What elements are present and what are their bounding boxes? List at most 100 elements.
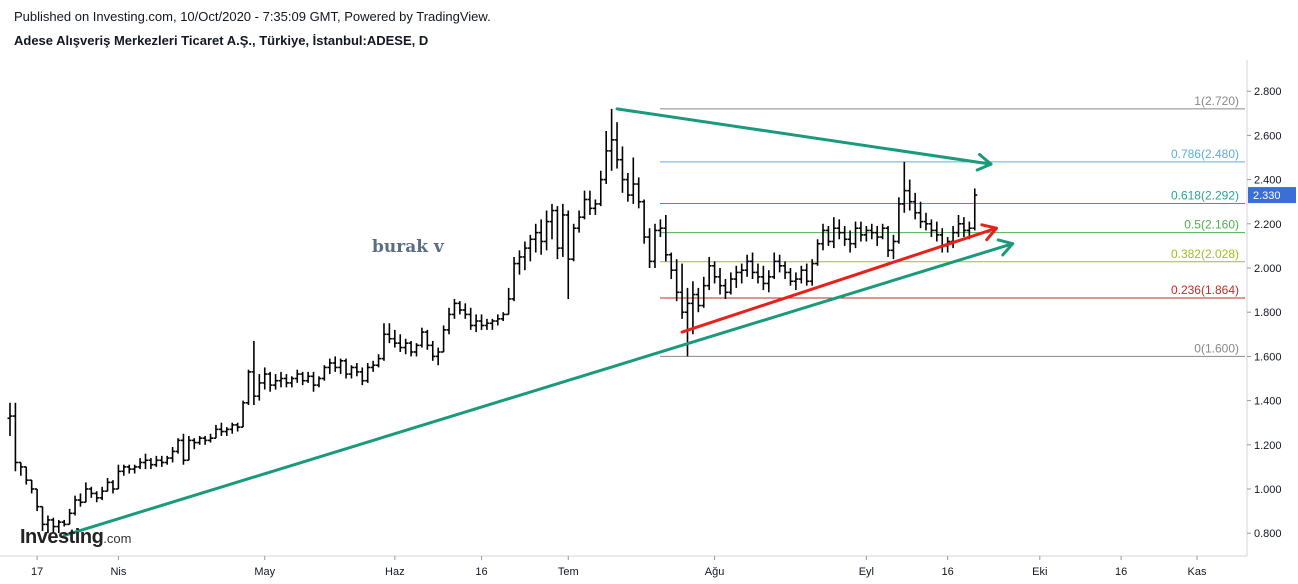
ohlc-bar xyxy=(7,402,13,436)
ohlc-bar xyxy=(771,252,777,280)
ohlc-bar xyxy=(782,261,788,280)
ohlc-bar xyxy=(961,217,967,238)
ohlc-bar xyxy=(549,203,555,240)
ohlc-bar xyxy=(722,279,728,299)
x-tick-label: 16 xyxy=(1115,566,1127,578)
ohlc-bar xyxy=(912,192,918,220)
ohlc-bar xyxy=(408,340,414,357)
ohlc-bar xyxy=(462,303,468,319)
ohlc-bar xyxy=(809,259,815,286)
x-tick-label: Kas xyxy=(1187,566,1206,578)
ohlc-bar xyxy=(522,241,528,271)
ohlc-bar xyxy=(804,263,810,286)
ohlc-bar xyxy=(554,206,560,260)
ohlc-bar xyxy=(386,323,392,344)
ohlc-bar xyxy=(170,447,176,463)
y-tick-label: 1.600 xyxy=(1254,351,1282,363)
ohlc-bar xyxy=(706,256,712,291)
ohlc-bar xyxy=(61,519,67,527)
trendline-arrowhead xyxy=(980,223,998,242)
x-tick-label: 16 xyxy=(942,566,954,578)
ohlc-bar xyxy=(50,517,56,534)
ohlc-bar xyxy=(294,369,300,383)
ohlc-bar xyxy=(939,228,945,253)
ohlc-bar xyxy=(901,161,907,213)
ohlc-bar xyxy=(153,455,159,467)
ohlc-bar xyxy=(619,146,625,193)
ohlc-bar xyxy=(245,369,251,406)
ohlc-bar xyxy=(858,221,864,242)
ohlc-bar xyxy=(23,466,29,485)
x-tick-label: Eyl xyxy=(859,566,874,578)
ohlc-bar xyxy=(614,122,620,169)
ohlc-bar xyxy=(511,256,517,302)
ohlc-bar xyxy=(34,488,40,512)
ohlc-bar xyxy=(40,505,46,531)
ohlc-bar xyxy=(657,219,663,238)
ohlc-bar xyxy=(451,298,457,319)
ohlc-bar xyxy=(766,270,772,293)
ohlc-bar xyxy=(527,234,533,262)
fib-label: 0.618(2.292) xyxy=(1171,188,1239,202)
ohlc-bar xyxy=(695,287,701,313)
last-price-badge xyxy=(1248,187,1296,204)
ohlc-bar xyxy=(825,226,831,246)
ohlc-bar xyxy=(712,261,718,284)
ohlc-bar xyxy=(793,272,799,291)
fib-label: 0.786(2.480) xyxy=(1171,147,1239,161)
ohlc-bar xyxy=(446,307,452,335)
ohlc-bar xyxy=(863,226,869,242)
investing-logo: Investing.com xyxy=(20,526,131,549)
ohlc-bar xyxy=(191,438,197,450)
x-tick-label: Ağu xyxy=(705,566,725,578)
trendline-long-support xyxy=(62,242,1015,537)
ohlc-bar xyxy=(365,363,371,383)
logo-suffix: .com xyxy=(103,531,132,546)
ohlc-bar xyxy=(435,347,441,366)
x-tick-label: May xyxy=(254,566,275,578)
ohlc-bar xyxy=(565,210,571,299)
ohlc-bar xyxy=(213,424,219,439)
chart-title: Adese Alışveriş Merkezleri Ticaret A.Ş.,… xyxy=(14,33,429,48)
ohlc-bar xyxy=(950,226,956,249)
ohlc-bar xyxy=(630,157,636,204)
trendline-arrowhead xyxy=(975,153,993,172)
ohlc-bar xyxy=(592,199,598,215)
ohlc-bar xyxy=(240,400,246,428)
y-tick-label: 1.000 xyxy=(1254,484,1282,496)
ohlc-bar xyxy=(359,367,365,386)
published-caption: Published on Investing.com, 10/Oct/2020 … xyxy=(14,9,491,24)
ohlc-bar xyxy=(890,234,896,260)
ohlc-bar xyxy=(647,228,653,268)
ohlc-bar xyxy=(576,210,582,233)
ohlc-bar xyxy=(636,177,642,209)
ohlc-bar xyxy=(533,223,539,253)
ohlc-bar xyxy=(652,223,658,268)
ohlc-bar xyxy=(441,325,447,353)
ohlc-bar xyxy=(202,435,208,445)
last-price-label: 2.330 xyxy=(1253,190,1281,202)
ohlc-bar xyxy=(831,217,837,249)
ohlc-bar xyxy=(72,495,78,516)
ohlc-bar xyxy=(381,323,387,361)
ohlc-bar xyxy=(744,254,750,277)
y-tick-label: 0.800 xyxy=(1254,528,1282,540)
ohlc-bar xyxy=(717,268,723,295)
ohlc-bar xyxy=(121,464,127,476)
ohlc-bar xyxy=(273,374,279,390)
ohlc-bar xyxy=(348,365,354,379)
ohlc-bar xyxy=(956,214,961,238)
fibonacci-levels: 1(2.720) 0.786(2.480) 0.618(2.292) 0.5(2.16… xyxy=(660,94,1245,357)
ohlc-bar xyxy=(896,197,902,244)
ohlc-bar xyxy=(77,493,83,507)
ohlc-bar xyxy=(83,482,89,504)
ohlc-bar xyxy=(598,170,604,207)
ohlc-bar xyxy=(392,329,398,348)
ohlc-bar xyxy=(235,422,241,432)
ohlc-bar xyxy=(972,188,978,231)
ohlc-bar xyxy=(787,268,793,286)
fib-label: 0.5(2.160) xyxy=(1184,218,1239,232)
ohlc-bar xyxy=(603,130,609,185)
ohlc-bar xyxy=(457,301,463,315)
